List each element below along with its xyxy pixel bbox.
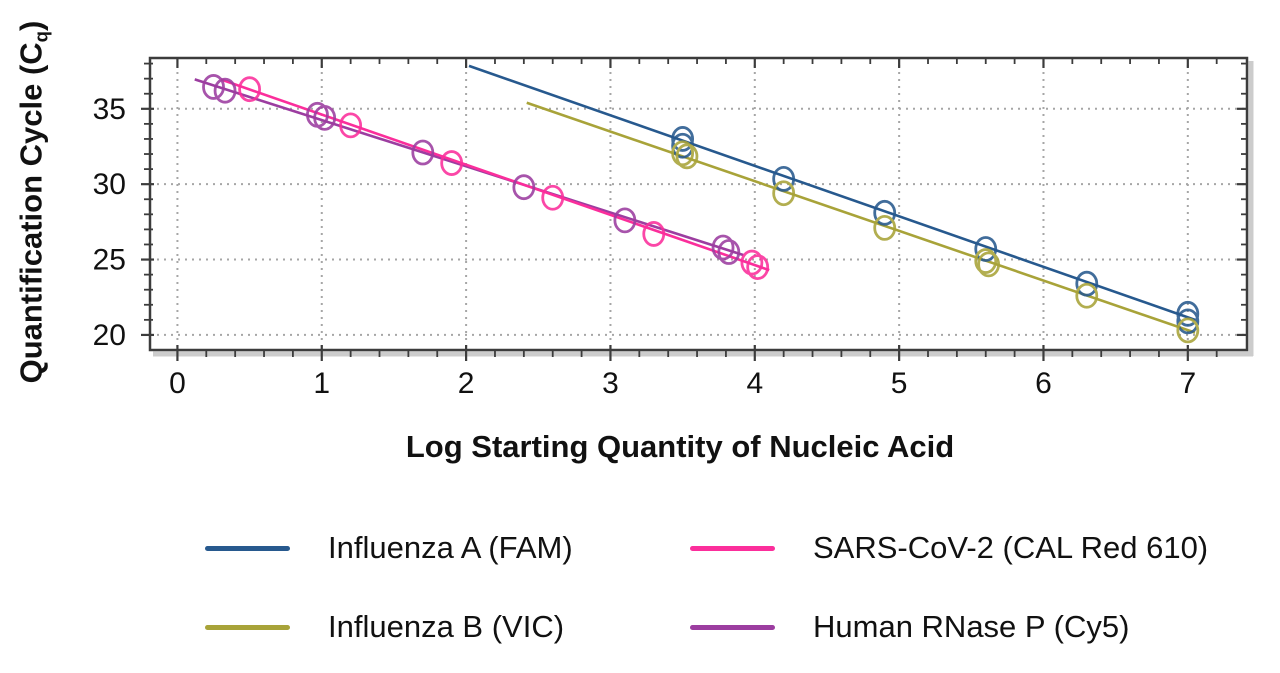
x-tick-label: 1: [313, 367, 330, 400]
data-point: [411, 139, 435, 166]
x-tick-label: 2: [458, 367, 475, 400]
data-point: [711, 234, 735, 261]
x-tick-label: 7: [1179, 367, 1196, 400]
data-point: [1176, 300, 1200, 327]
data-point: [238, 76, 261, 103]
data-point: [1075, 282, 1099, 309]
plot-area: 0 1 2 3 4 5 6 7 20 25 30 35: [93, 56, 1254, 400]
plot-border: [148, 56, 1249, 352]
legend-label-influenza-b: Influenza B (VIC): [328, 609, 565, 644]
minor-ticks: [144, 58, 1247, 357]
legend-item-influenza-b: Influenza B (VIC): [205, 609, 564, 645]
legend-label-human-rnase-p: Human RNase P (Cy5): [813, 609, 1130, 644]
data-point: [717, 239, 741, 265]
data-point: [1176, 317, 1200, 344]
data-point: [671, 140, 695, 167]
y-axis-title-suffix: ): [13, 20, 49, 31]
data-point: [642, 221, 666, 247]
x-tick-label: 0: [169, 367, 186, 400]
legend-label-sars-cov-2: SARS-CoV-2 (CAL Red 610): [813, 530, 1209, 565]
data-point: [974, 236, 998, 262]
data-point: [772, 180, 796, 207]
data-point: [541, 184, 565, 211]
data-point: [873, 199, 897, 226]
data-point: [977, 251, 1001, 278]
x-tick-label: 6: [1035, 367, 1052, 400]
legend-line-human-rnase-p-icon: [690, 624, 775, 630]
y-axis-title-text: Quantification Cycle (C: [13, 42, 49, 384]
x-axis-title: Log Starting Quantity of Nucleic Acid: [405, 429, 955, 464]
x-tick-label: 5: [891, 367, 908, 400]
data-point: [1075, 270, 1099, 297]
trend-line: [468, 64, 1196, 322]
legend-item-influenza-a: Influenza A (FAM): [205, 530, 573, 566]
legend-item-sars-cov-2: SARS-CoV-2 (CAL Red 610): [690, 530, 1208, 566]
data-point: [873, 214, 897, 241]
data-point: [512, 174, 536, 201]
data-point: [772, 166, 796, 192]
trend-line: [194, 78, 744, 257]
data-point: [202, 74, 225, 100]
major-ticks: [141, 58, 1247, 361]
y-tick-label: 20: [93, 319, 126, 352]
data-point: [740, 249, 764, 276]
data-point: [440, 150, 464, 176]
data-point: [613, 207, 637, 234]
data-point: [339, 112, 363, 139]
legend-item-human-rnase-p: Human RNase P (Cy5): [690, 609, 1129, 645]
gridlines: [150, 58, 1247, 350]
y-tick-label: 30: [93, 168, 126, 201]
legend-line-influenza-a-icon: [205, 545, 290, 551]
y-tick-label: 35: [93, 93, 126, 126]
trend-lines: [194, 64, 1196, 334]
y-axis-title-subscript: q: [30, 30, 52, 43]
data-points: [202, 74, 1200, 344]
legend-line-influenza-b-icon: [205, 624, 290, 630]
data-point: [746, 254, 770, 280]
legend-label-influenza-a: Influenza A (FAM): [328, 530, 573, 565]
y-tick-label: 25: [93, 244, 126, 277]
data-point: [213, 77, 237, 104]
data-point: [671, 126, 695, 152]
x-tick-label: 4: [746, 367, 763, 400]
data-point: [974, 248, 998, 274]
data-point: [313, 104, 337, 131]
y-axis-title: Quantification Cycle (Cq): [14, 21, 53, 384]
data-point: [1176, 308, 1200, 335]
data-point: [675, 143, 699, 170]
x-tick-label: 3: [602, 367, 619, 400]
trend-line: [220, 78, 770, 272]
legend-line-sars-cov-2-icon: [690, 545, 775, 551]
tick-labels: 0 1 2 3 4 5 6 7 20 25 30 35: [93, 93, 1197, 400]
